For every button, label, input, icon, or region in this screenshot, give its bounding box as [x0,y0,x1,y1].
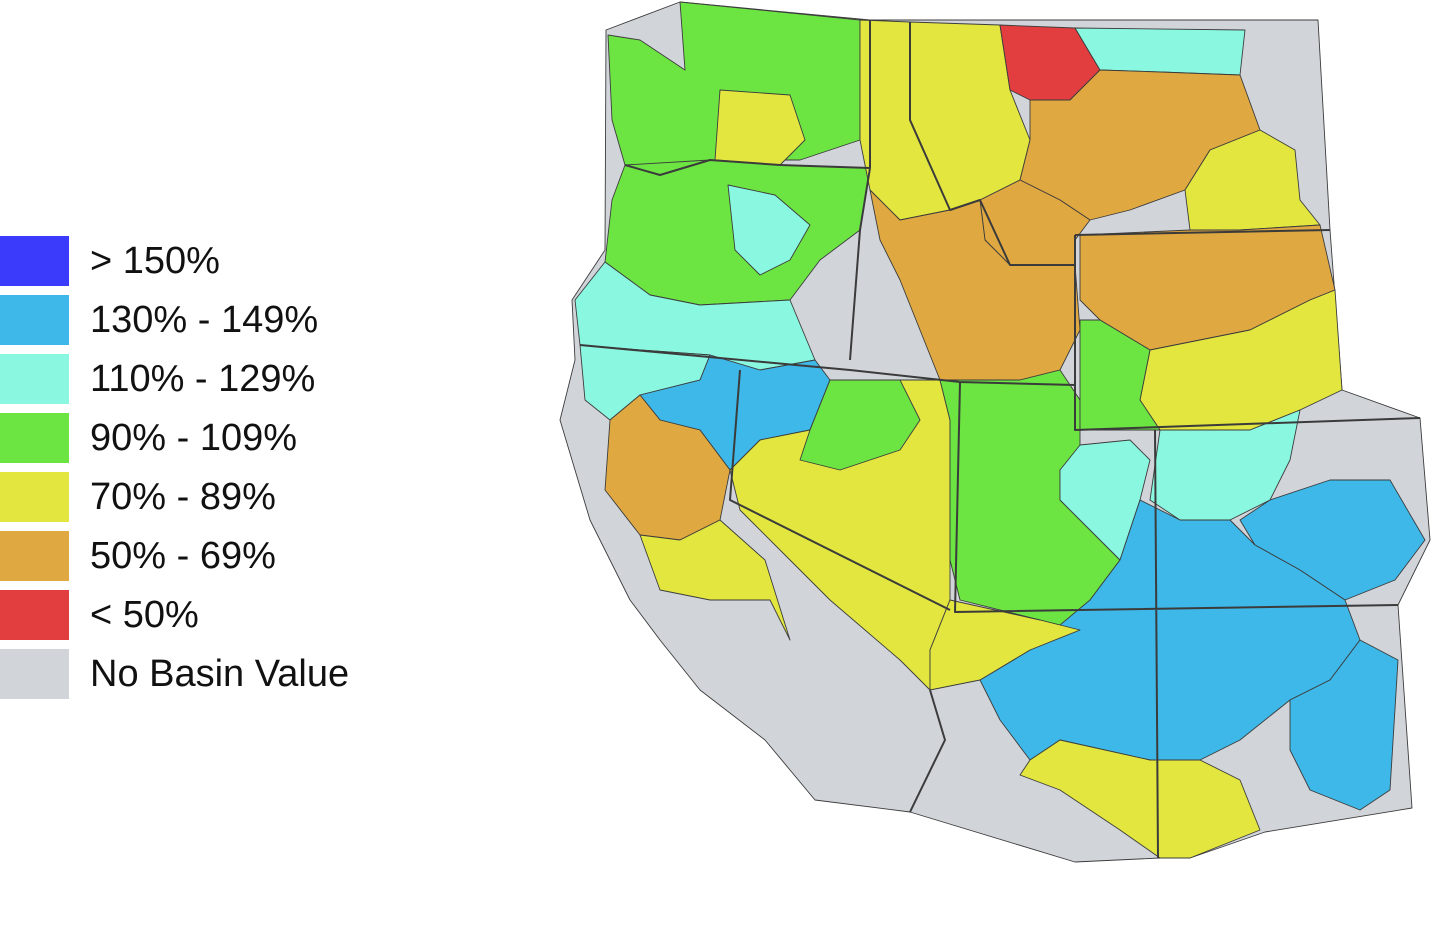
western-us-basin-map [559,1,1431,863]
legend-label: 70% - 89% [90,476,276,518]
legend-label: No Basin Value [90,653,350,695]
basin-montana-milk-river [1074,27,1246,76]
legend-item: 70% - 89% [0,472,400,522]
basin-oregon-central [727,184,811,276]
legend-swatch [0,236,69,286]
basin-california-sierra-south [639,519,791,641]
legend-label: 90% - 109% [90,417,298,459]
basin-california-sierra-north [604,394,731,541]
legend-label: 110% - 129% [90,358,316,400]
legend-item: 90% - 109% [0,413,400,463]
basin-nevada-north [799,379,921,471]
legend-label: < 50% [90,594,199,636]
legend-item: 50% - 69% [0,531,400,581]
basin-new-mexico-south [1019,739,1261,859]
basin-arizona-south [929,599,1081,691]
legend-swatch [0,649,69,699]
legend-swatch [0,590,69,640]
legend-label: 130% - 149% [90,299,319,341]
basin-new-mexico-north [1289,639,1399,811]
legend-item: > 150% [0,236,400,286]
legend-label: 50% - 69% [90,535,276,577]
basin-utah-northeast [1059,439,1151,561]
legend-swatch [0,472,69,522]
basin-colorado-east [1239,479,1426,601]
legend-item: 130% - 149% [0,295,400,345]
legend-swatch [0,531,69,581]
basin-washington-yakima [714,89,806,166]
legend-swatch [0,295,69,345]
state-boundary-lines [579,20,1421,859]
basin-colorado-north [1079,319,1161,431]
legend-swatch [0,354,69,404]
legend-label: > 150% [90,240,220,282]
legend-item: < 50% [0,590,400,640]
legend-item: 110% - 129% [0,354,400,404]
legend-swatch [0,413,69,463]
legend-item: No Basin Value [0,649,400,699]
